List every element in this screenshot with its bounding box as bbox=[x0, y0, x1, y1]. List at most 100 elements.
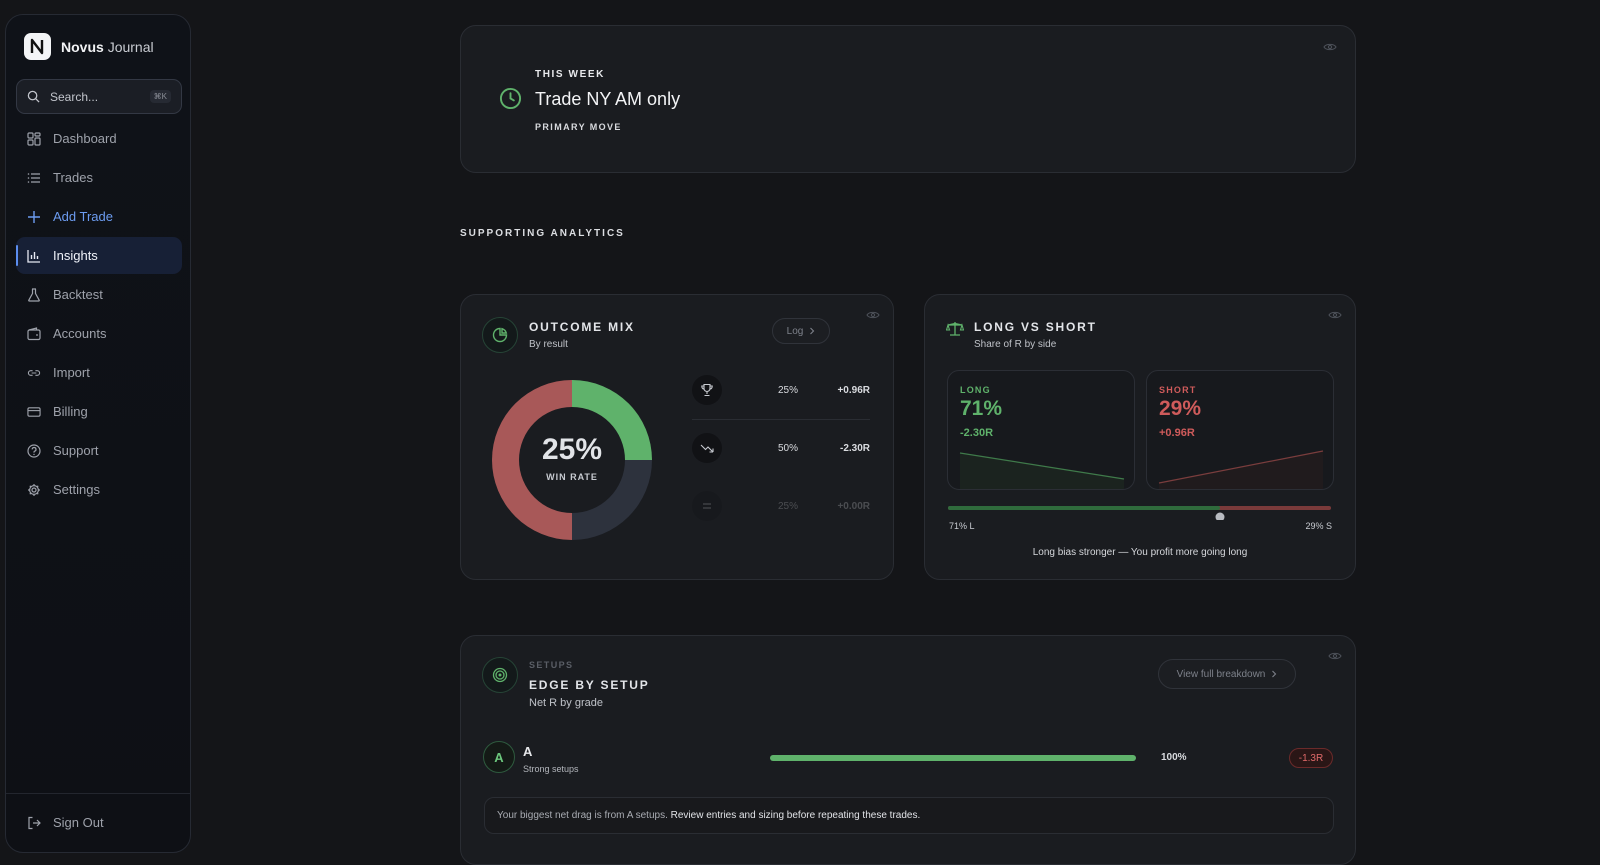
outcome-pct: 25% bbox=[778, 500, 799, 512]
grid-icon bbox=[27, 131, 41, 146]
scale-icon bbox=[946, 322, 964, 336]
donut-hole bbox=[519, 407, 625, 513]
brand-name: Novus Journal bbox=[61, 39, 154, 55]
eye-icon[interactable] bbox=[1328, 651, 1342, 661]
novus-logo-icon bbox=[24, 33, 51, 60]
tip-prefix: Your biggest net drag is from A setups. bbox=[497, 810, 668, 821]
outcome-row-breakeven: 25% +0.00R bbox=[692, 490, 870, 522]
week-sub: PRIMARY MOVE bbox=[535, 122, 622, 132]
sidebar-item-label: Backtest bbox=[53, 287, 103, 302]
eye-icon[interactable] bbox=[1328, 310, 1342, 320]
outcome-pct: 25% bbox=[778, 384, 799, 396]
long-short-note: Long bias stronger — You profit more goi… bbox=[1032, 547, 1248, 558]
sidebar-item-insights[interactable]: Insights bbox=[16, 237, 182, 274]
bar-right-label: 29% S bbox=[1305, 521, 1332, 531]
brand-light: Journal bbox=[107, 38, 154, 55]
sidebar-item-settings[interactable]: Settings bbox=[16, 471, 182, 508]
chevron-right-icon bbox=[810, 327, 815, 335]
outcome-donut bbox=[492, 380, 652, 540]
chevron-right-icon bbox=[1272, 670, 1277, 678]
grade-badge: A bbox=[483, 741, 515, 773]
clock-icon bbox=[499, 87, 522, 110]
trend-down-icon bbox=[692, 433, 722, 463]
log-button[interactable]: Log bbox=[772, 318, 830, 344]
row-divider bbox=[692, 419, 870, 420]
sidebar-item-label: Add Trade bbox=[53, 209, 113, 224]
sidebar-item-add-trade[interactable]: Add Trade bbox=[16, 198, 182, 235]
short-pct: 29% bbox=[1159, 397, 1202, 420]
link-icon bbox=[27, 366, 41, 380]
search-shortcut: ⌘K bbox=[149, 90, 171, 103]
short-label: SHORT bbox=[1159, 385, 1197, 395]
setups-subtitle: Net R by grade bbox=[529, 697, 603, 709]
sidebar-item-label: Insights bbox=[53, 248, 98, 263]
outcome-r: -2.30R bbox=[839, 442, 870, 454]
long-short-bar bbox=[948, 506, 1331, 521]
setup-desc: Strong setups bbox=[523, 764, 579, 774]
flask-icon bbox=[27, 287, 41, 302]
short-sparkline bbox=[1158, 450, 1324, 489]
wallet-icon bbox=[27, 326, 41, 341]
this-week-card: THIS WEEK Trade NY AM only PRIMARY MOVE bbox=[460, 25, 1356, 173]
section-title: SUPPORTING ANALYTICS bbox=[460, 228, 625, 239]
bar-chart-icon bbox=[27, 249, 41, 263]
outcome-pct: 50% bbox=[778, 442, 799, 454]
sidebar-item-label: Dashboard bbox=[53, 131, 117, 146]
sidebar-item-support[interactable]: Support bbox=[16, 432, 182, 469]
bar-knob[interactable] bbox=[1215, 512, 1225, 521]
sidebar-item-dashboard[interactable]: Dashboard bbox=[16, 120, 182, 157]
pie-chart-icon bbox=[482, 317, 518, 353]
brand-bold: Novus bbox=[61, 38, 104, 55]
sign-out-icon bbox=[28, 816, 41, 829]
setup-name: A bbox=[523, 744, 533, 759]
setups-kicker: SETUPS bbox=[529, 660, 574, 670]
long-label: LONG bbox=[960, 385, 991, 395]
view-full-breakdown-button[interactable]: View full breakdown bbox=[1158, 659, 1296, 689]
short-box: SHORT 29% +0.96R bbox=[1146, 370, 1334, 490]
bar-fill-long bbox=[948, 506, 1220, 510]
bar-left-label: 71% L bbox=[949, 521, 975, 531]
sidebar-item-import[interactable]: Import bbox=[16, 354, 182, 391]
outcome-r: +0.96R bbox=[837, 384, 870, 396]
sidebar-item-billing[interactable]: Billing bbox=[16, 393, 182, 430]
log-label: Log bbox=[786, 325, 804, 337]
donut-center-label: WIN RATE bbox=[546, 472, 598, 482]
gear-icon bbox=[27, 483, 41, 497]
plus-icon bbox=[27, 210, 41, 224]
list-icon bbox=[27, 171, 41, 185]
sidebar-item-accounts[interactable]: Accounts bbox=[16, 315, 182, 352]
outcome-title: OUTCOME MIX bbox=[529, 320, 635, 334]
week-kicker: THIS WEEK bbox=[535, 69, 605, 80]
sidebar-item-label: Support bbox=[53, 443, 99, 458]
eye-icon[interactable] bbox=[866, 310, 880, 320]
week-title: Trade NY AM only bbox=[535, 89, 681, 109]
target-icon bbox=[482, 657, 518, 693]
eye-icon[interactable] bbox=[1323, 42, 1337, 52]
sign-out-button[interactable]: Sign Out bbox=[27, 815, 104, 830]
sidebar: Novus Journal Search... ⌘K Dashboard Tra… bbox=[5, 14, 191, 853]
view-breakdown-label: View full breakdown bbox=[1176, 668, 1266, 680]
sidebar-divider bbox=[6, 793, 190, 794]
long-short-subtitle: Share of R by side bbox=[974, 339, 1057, 350]
sidebar-item-label: Settings bbox=[53, 482, 100, 497]
outcome-row-win: 25% +0.96R bbox=[692, 374, 870, 406]
sidebar-item-label: Trades bbox=[53, 170, 93, 185]
donut-center-value: 25% bbox=[541, 433, 603, 466]
tip-suffix: Review entries and sizing before repeati… bbox=[670, 810, 921, 821]
outcome-subtitle: By result bbox=[529, 339, 568, 350]
trophy-icon bbox=[692, 375, 722, 405]
setup-share-bar bbox=[770, 755, 1136, 761]
outcome-r: +0.00R bbox=[837, 500, 870, 512]
setup-bar-fill bbox=[770, 755, 1136, 761]
setup-pct: 100% bbox=[1161, 752, 1187, 763]
sidebar-item-backtest[interactable]: Backtest bbox=[16, 276, 182, 313]
nav-list: Dashboard Trades Add Trade Insights Back… bbox=[16, 120, 182, 510]
long-sparkline bbox=[959, 452, 1125, 489]
search-placeholder: Search... bbox=[50, 89, 99, 104]
long-r: -2.30R bbox=[960, 427, 994, 439]
sidebar-item-trades[interactable]: Trades bbox=[16, 159, 182, 196]
search-input[interactable]: Search... ⌘K bbox=[16, 79, 182, 114]
brand[interactable]: Novus Journal bbox=[24, 33, 154, 60]
sign-out-label: Sign Out bbox=[53, 815, 104, 830]
long-pct: 71% bbox=[960, 397, 1003, 420]
